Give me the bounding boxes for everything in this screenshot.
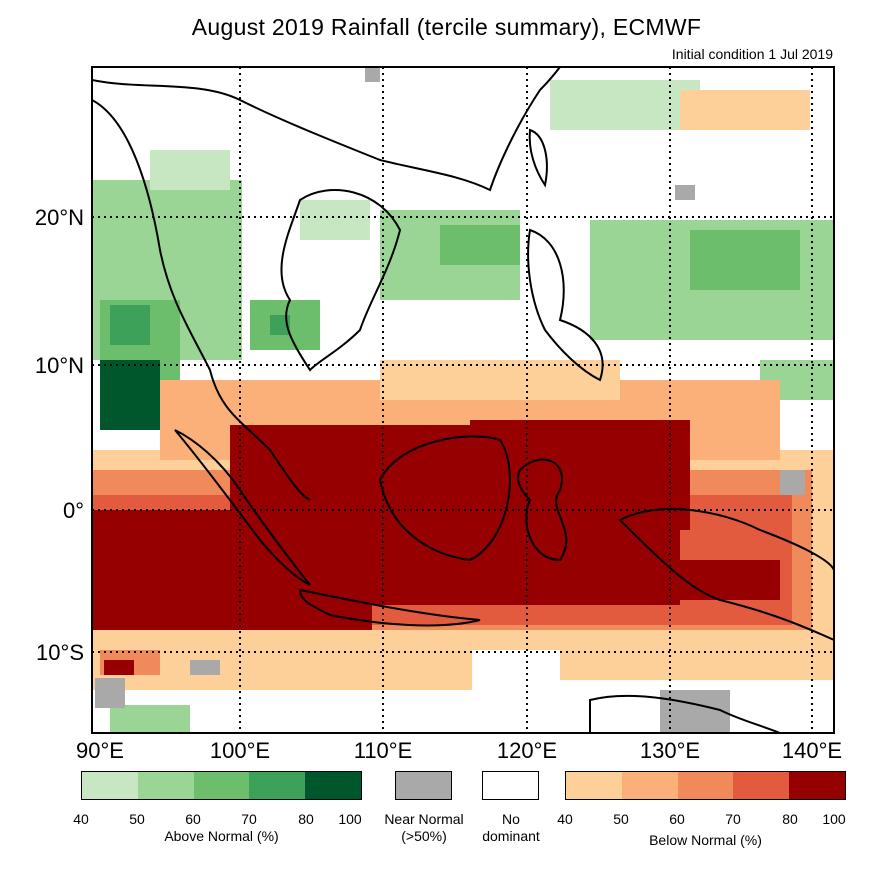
below-normal-area bbox=[560, 640, 834, 680]
lon-label: 90°E bbox=[76, 738, 124, 763]
lon-label: 110°E bbox=[354, 738, 413, 763]
near-normal-area bbox=[675, 185, 695, 200]
above-normal-tick: 50 bbox=[129, 811, 145, 827]
near-normal-area bbox=[780, 470, 805, 495]
above-normal-swatch bbox=[137, 772, 194, 799]
below-normal-label: Below Normal (%) bbox=[649, 832, 762, 848]
above-normal-tick: 60 bbox=[185, 811, 201, 827]
near-normal-area bbox=[190, 660, 220, 675]
near-normal-area bbox=[365, 67, 380, 82]
above-normal-label: Above Normal (%) bbox=[164, 828, 279, 844]
above-normal-tick: 40 bbox=[73, 811, 89, 827]
above-normal-area bbox=[150, 150, 230, 190]
lat-label: 10°N bbox=[35, 353, 84, 378]
lat-label: 0° bbox=[63, 498, 84, 523]
coastlines bbox=[92, 67, 834, 733]
near-normal-swatch bbox=[395, 771, 452, 800]
lon-label: 140°E bbox=[782, 738, 842, 763]
forecast-raster bbox=[92, 67, 834, 733]
lon-label: 100°E bbox=[210, 738, 270, 763]
above-normal-tick: 70 bbox=[241, 811, 257, 827]
below-normal-tick: 60 bbox=[669, 811, 685, 827]
above-normal-area bbox=[300, 200, 370, 240]
gridlines bbox=[92, 67, 834, 733]
above-normal-area bbox=[110, 705, 190, 733]
near-normal-label: Near Normal (>50%) bbox=[372, 811, 476, 845]
near-normal-label-line2: (>50%) bbox=[401, 828, 447, 844]
lat-label: 20°N bbox=[35, 205, 84, 230]
near-normal-fill bbox=[396, 772, 451, 799]
above-normal-tick: 100 bbox=[338, 811, 362, 827]
lon-label: 130°E bbox=[640, 738, 700, 763]
below-normal-tick: 40 bbox=[557, 811, 573, 827]
below-normal-area bbox=[470, 420, 690, 530]
above-normal-area bbox=[270, 315, 290, 335]
above-normal-swatch bbox=[82, 772, 138, 799]
above-normal-tick: 80 bbox=[298, 811, 314, 827]
below-normal-swatch bbox=[789, 772, 845, 799]
above-normal-swatch bbox=[193, 772, 250, 799]
map-frame bbox=[91, 66, 835, 734]
above-normal-area bbox=[690, 230, 800, 290]
below-normal-swatch bbox=[621, 772, 678, 799]
below-normal-area bbox=[680, 90, 810, 130]
above-normal-area bbox=[550, 80, 700, 130]
below-normal-tick: 70 bbox=[725, 811, 741, 827]
near-normal-area bbox=[95, 678, 125, 708]
no-dominant-label-line2: dominant bbox=[482, 828, 540, 844]
below-normal-swatch bbox=[566, 772, 622, 799]
near-normal-area bbox=[660, 690, 730, 733]
initial-condition-label: Initial condition 1 Jul 2019 bbox=[671, 46, 833, 62]
below-normal-swatch bbox=[677, 772, 734, 799]
above-normal-swatch bbox=[305, 772, 361, 799]
lon-label: 120°E bbox=[497, 738, 557, 763]
no-dominant-swatch bbox=[482, 771, 539, 800]
above-normal-colorbar bbox=[81, 771, 362, 800]
map-title: August 2019 Rainfall (tercile summary), … bbox=[191, 14, 702, 40]
no-dominant-fill bbox=[483, 772, 538, 799]
near-normal-label-line1: Near Normal bbox=[384, 811, 464, 827]
below-normal-tick: 80 bbox=[782, 811, 798, 827]
no-dominant-label-line1: No bbox=[502, 811, 520, 827]
below-normal-area bbox=[104, 660, 134, 675]
below-normal-tick: 100 bbox=[822, 811, 846, 827]
no-dominant-label: No dominant bbox=[470, 811, 552, 845]
below-normal-tick: 50 bbox=[613, 811, 629, 827]
above-normal-swatch bbox=[249, 772, 306, 799]
below-normal-area bbox=[600, 560, 780, 600]
above-normal-area bbox=[440, 225, 520, 265]
below-normal-swatch bbox=[733, 772, 790, 799]
above-normal-area bbox=[100, 360, 160, 430]
lat-label: 10°S bbox=[36, 640, 84, 665]
above-normal-area bbox=[110, 305, 150, 345]
below-normal-colorbar bbox=[565, 771, 846, 800]
